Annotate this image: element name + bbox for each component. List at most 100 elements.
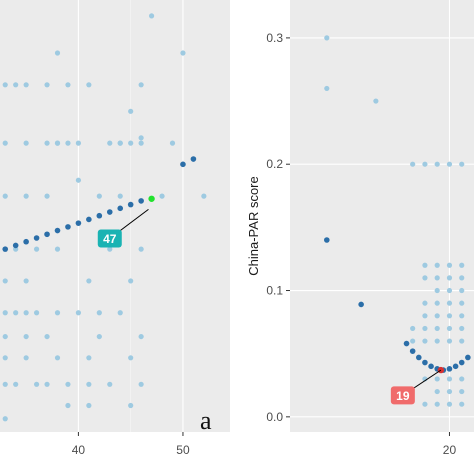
observed-point	[44, 140, 50, 146]
observed-point	[434, 388, 440, 395]
observed-point	[446, 300, 453, 306]
observed-point	[422, 275, 428, 281]
observed-point	[54, 50, 61, 56]
observed-point	[128, 108, 134, 114]
observed-point	[410, 161, 416, 167]
fitted-point	[180, 161, 186, 168]
observed-point	[446, 376, 453, 382]
observed-point	[434, 275, 440, 281]
observed-point	[23, 333, 29, 340]
observed-point	[54, 310, 61, 316]
fitted-point	[65, 224, 71, 230]
observed-point	[44, 82, 50, 88]
observed-point	[459, 388, 465, 395]
observed-point	[128, 402, 134, 409]
observed-point	[2, 278, 8, 284]
observed-point	[373, 98, 379, 104]
observed-point	[324, 35, 330, 41]
observed-point	[117, 193, 123, 199]
highlight-point	[437, 366, 445, 374]
x-tick-label: 40	[72, 443, 86, 457]
observed-point	[44, 333, 50, 340]
observed-point	[65, 140, 71, 146]
observed-point	[23, 193, 29, 199]
observed-point	[96, 310, 102, 316]
observed-point	[148, 13, 155, 19]
observed-point	[422, 325, 428, 332]
fitted-point	[2, 246, 9, 252]
y-tick-label: 0.1	[266, 284, 283, 298]
observed-point	[446, 275, 453, 281]
observed-point	[410, 338, 416, 344]
fitted-point	[422, 359, 428, 366]
fitted-point	[86, 216, 92, 223]
callout-label-box	[390, 386, 415, 405]
observed-point	[138, 82, 144, 88]
observed-point	[107, 381, 113, 387]
observed-point	[2, 416, 8, 422]
observed-point	[33, 381, 40, 387]
observed-point	[33, 246, 40, 252]
fitted-point	[44, 231, 50, 238]
observed-point	[44, 381, 50, 387]
observed-point	[422, 313, 428, 319]
observed-point	[459, 262, 465, 268]
observed-point	[446, 388, 453, 395]
y-axis-title: China-PAR score	[246, 176, 261, 275]
observed-point	[159, 193, 165, 199]
callout-label-text: 19	[396, 389, 410, 403]
fitted-point	[12, 242, 19, 249]
observed-point	[86, 82, 92, 88]
x-tick-label: 20	[443, 443, 457, 457]
observed-point	[434, 262, 440, 268]
observed-point	[2, 140, 8, 146]
fitted-point	[33, 235, 40, 241]
y-tick-label: 0.2	[266, 157, 283, 171]
observed-point	[23, 310, 29, 316]
observed-point	[138, 381, 144, 387]
observed-point	[2, 381, 8, 387]
observed-point	[65, 82, 71, 88]
observed-point	[138, 333, 144, 340]
fitted-point	[409, 348, 416, 354]
observed-point	[459, 376, 465, 382]
fitted-point	[117, 205, 124, 212]
panel-left: 47 40 50 a	[0, 0, 230, 457]
observed-point	[75, 177, 82, 183]
observed-point	[117, 310, 123, 316]
observed-point	[2, 355, 8, 361]
observed-point	[459, 338, 465, 344]
observed-point	[86, 355, 92, 361]
observed-point	[201, 193, 207, 199]
panel-letter: a	[200, 406, 212, 435]
fitted-point	[96, 212, 103, 219]
observed-point	[138, 135, 144, 141]
observed-point	[107, 246, 113, 252]
fitted-point	[127, 201, 134, 208]
x-tick-label: 50	[176, 443, 190, 457]
fitted-point	[106, 209, 113, 215]
observed-point	[459, 325, 465, 332]
observed-point	[2, 82, 8, 88]
observed-point	[128, 278, 134, 284]
observed-point	[459, 287, 465, 294]
observed-point	[169, 140, 176, 146]
observed-point	[65, 381, 71, 387]
observed-point	[434, 313, 440, 319]
observed-point	[446, 401, 453, 407]
observed-point	[86, 402, 92, 409]
observed-point	[446, 287, 453, 294]
observed-point	[13, 310, 19, 316]
observed-point	[138, 140, 144, 146]
fitted-point	[446, 366, 453, 372]
observed-point	[33, 310, 40, 316]
y-tick-label: 0.3	[266, 31, 283, 45]
y-tick-label: 0.0	[266, 410, 283, 424]
observed-point	[446, 325, 453, 332]
observed-point	[96, 333, 102, 340]
callout-label-text: 47	[103, 232, 117, 246]
observed-point	[96, 193, 102, 199]
observed-point	[459, 300, 465, 306]
observed-point	[324, 85, 330, 92]
